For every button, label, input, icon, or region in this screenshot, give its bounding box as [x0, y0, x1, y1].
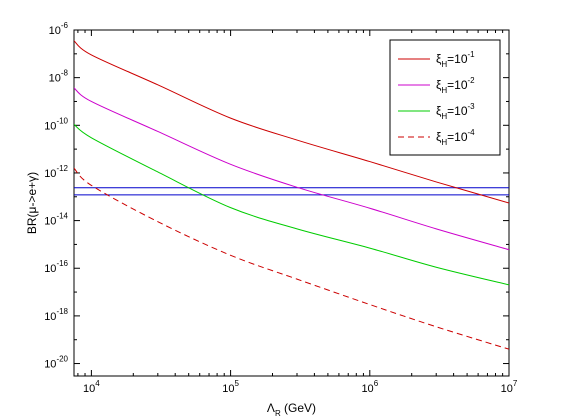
- y-axis-title: BR(μ->e+γ): [25, 172, 39, 234]
- y-tick-label: 10-18: [44, 307, 68, 323]
- y-tick-label: 10-16: [44, 259, 68, 275]
- y-tick-label: 10-14: [44, 212, 68, 228]
- y-tick-label: 10-6: [49, 21, 69, 37]
- x-tick-label: 106: [361, 379, 378, 395]
- legend-label: ξH=10-1: [436, 50, 475, 69]
- legend-label: ξH=10-3: [436, 102, 475, 121]
- x-tick-label: 107: [501, 379, 518, 395]
- y-tick-label: 10-10: [44, 116, 68, 132]
- legend-label: ξH=10-4: [436, 128, 475, 147]
- tick-labels: 104 105 106 107 10-6 10-8 10-10 10-12 10-14 10-16…: [44, 21, 518, 395]
- legend: ξH=10-1 ξH=10-2 ξH=10-3 ξH=10-4: [389, 39, 501, 156]
- series-line-1: [74, 40, 509, 204]
- x-axis-title: ΛR (GeV): [267, 401, 316, 418]
- axis-ticks: [74, 29, 510, 376]
- legend-label: ξH=10-2: [436, 76, 475, 95]
- series-line-4: [74, 167, 509, 350]
- series-line-2: [74, 87, 509, 251]
- series-line-3: [74, 123, 509, 286]
- y-tick-label: 10-20: [44, 355, 68, 371]
- y-tick-label: 10-12: [44, 164, 68, 180]
- x-tick-label: 104: [83, 379, 100, 395]
- plot-lines: [74, 40, 509, 350]
- x-tick-label: 105: [222, 379, 239, 395]
- y-tick-label: 10-8: [49, 69, 69, 85]
